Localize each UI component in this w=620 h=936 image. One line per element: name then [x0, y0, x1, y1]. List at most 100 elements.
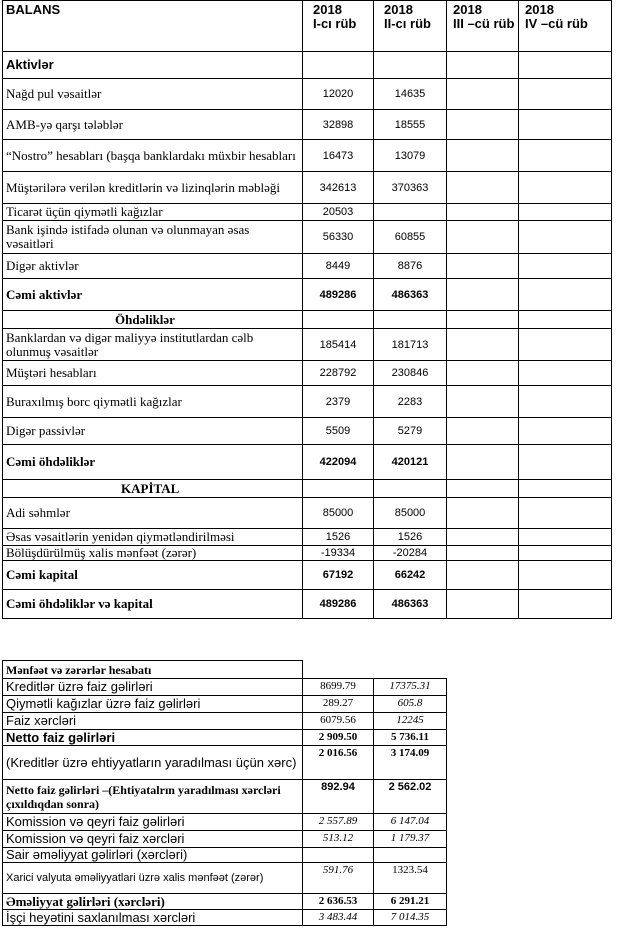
- value-cell: 13079: [373, 139, 447, 172]
- value-cell: [518, 171, 612, 204]
- row-label: Sair əməliyyat gəlirləri (xərcləri): [2, 847, 303, 863]
- value-cell: 8449: [302, 253, 374, 279]
- value-cell: [446, 203, 519, 221]
- value-cell: [373, 51, 447, 79]
- value-cell: [518, 528, 612, 546]
- value-cell: [518, 203, 612, 221]
- row-label: Digər passivlər: [2, 417, 303, 445]
- value-cell: 2283: [373, 385, 447, 418]
- income-row: Netto faiz gəlirləri 2 909.50 5 736.11: [2, 729, 447, 746]
- header-label: BALANS: [2, 0, 303, 52]
- value-cell: 56330: [302, 220, 374, 254]
- row-label: Əməliyyat gəlirləri (xərcləri): [2, 893, 303, 910]
- value-cell: 181713: [373, 328, 447, 361]
- row-label: Ticarət üçün qiymətli kağızlar: [2, 203, 303, 221]
- balance-row: Buraxılmış borc qiymətli kağızlar 2379 228…: [2, 385, 612, 418]
- value-cell: [446, 278, 519, 311]
- balance-row: Adi səhmlər 85000 85000: [2, 497, 612, 529]
- value-cell: 67192: [302, 560, 374, 590]
- row-label: AMB-yə qarşı tələblər: [2, 109, 303, 140]
- value-cell: [446, 479, 519, 498]
- income-row: Netto faiz gəlirləri –(Ehtiyatalrın yara…: [2, 779, 447, 814]
- value-cell: 420121: [373, 444, 447, 480]
- value-cell: 2 562.02: [373, 779, 447, 814]
- value-cell: 2 636.53: [302, 893, 374, 910]
- value-cell: [518, 360, 612, 386]
- value-cell: 5509: [302, 417, 374, 445]
- row-label: KAPİTAL: [2, 479, 303, 498]
- value-cell: [446, 328, 519, 361]
- row-label: Cəmi öhdəliklər və kapital: [2, 589, 303, 619]
- value-cell: 17375.31: [373, 678, 447, 696]
- balance-row: Bank işində istifadə olunan və olunmayan…: [2, 220, 612, 254]
- value-cell: [518, 444, 612, 480]
- value-cell: 486363: [373, 589, 447, 619]
- value-cell: -20284: [373, 545, 447, 561]
- value-cell: 486363: [373, 278, 447, 311]
- value-cell: 2 909.50: [302, 729, 374, 746]
- row-label: Komission və qeyri faiz gəlirləri: [2, 813, 303, 831]
- balance-row: Digər aktivlər 8449 8876: [2, 253, 612, 279]
- row-label: Netto faiz gəlirləri: [2, 729, 303, 746]
- row-label: Aktivlər: [2, 51, 303, 79]
- title-row: Mənfəət və zərərlər hesabatı: [2, 660, 447, 679]
- value-cell: [302, 310, 374, 329]
- balance-row: Müştərilərə verilən kreditlərin və lizin…: [2, 171, 612, 204]
- balance-row: Digər passivlər 5509 5279: [2, 417, 612, 445]
- value-cell: 1526: [302, 528, 374, 546]
- row-label: “Nostro” hesabları (başqa banklardakı mü…: [2, 139, 303, 172]
- income-row: Komission və qeyri faiz xərcləri 513.12 1 …: [2, 830, 447, 848]
- income-row: Qiymətli kağızlar üzrə faiz gəlirləri 289…: [2, 695, 447, 713]
- value-cell: [446, 310, 519, 329]
- value-cell: [446, 78, 519, 110]
- value-cell: 591.76: [302, 862, 374, 894]
- balance-row: Müştəri hesabları 228792 230846: [2, 360, 612, 386]
- balance-row: Bölüşdürülmüş xalis mənfəət (zərər) -1933…: [2, 545, 612, 561]
- value-cell: 18555: [373, 109, 447, 140]
- value-cell: 1526: [373, 528, 447, 546]
- value-cell: [446, 417, 519, 445]
- balance-table: BALANS 2018 I-cı rüb 2018 II-cı rüb 2018 III –…: [2, 0, 612, 619]
- value-cell: 12245: [373, 712, 447, 730]
- value-cell: 5 736.11: [373, 729, 447, 746]
- value-cell: [518, 220, 612, 254]
- value-cell: [446, 253, 519, 279]
- value-cell: 1 179.37: [373, 830, 447, 848]
- value-cell: [373, 310, 447, 329]
- value-cell: [446, 497, 519, 529]
- value-cell: [518, 253, 612, 279]
- value-cell: [446, 220, 519, 254]
- balance-row: Əsas vəsaitlərin yenidən qiymətləndirilm…: [2, 528, 612, 546]
- value-cell: [518, 497, 612, 529]
- value-cell: [518, 51, 612, 79]
- value-cell: 2379: [302, 385, 374, 418]
- value-cell: [446, 444, 519, 480]
- balance-row: Banklardan və digər maliyyə institutlard…: [2, 328, 612, 361]
- income-row: Kreditlər üzrə faiz gəlirləri 8699.79 1737…: [2, 678, 447, 696]
- row-label: Qiymətli kağızlar üzrə faiz gəlirləri: [2, 695, 303, 713]
- value-cell: [446, 360, 519, 386]
- value-cell: 85000: [373, 497, 447, 529]
- value-cell: 7 014.35: [373, 909, 447, 926]
- row-label: Nağd pul vəsaitlər: [2, 78, 303, 110]
- value-cell: [446, 109, 519, 140]
- balance-row: Aktivlər: [2, 51, 612, 79]
- header-year: 2018: [313, 2, 342, 17]
- header-year: 2018: [453, 2, 482, 17]
- value-cell: [518, 328, 612, 361]
- row-label: Müştərilərə verilən kreditlərin və lizin…: [2, 171, 303, 204]
- row-label: Cəmi aktivlər: [2, 278, 303, 311]
- row-label: Əsas vəsaitlərin yenidən qiymətləndirilm…: [2, 528, 303, 546]
- row-label: Banklardan və digər maliyyə institutlard…: [2, 328, 303, 361]
- value-cell: 422094: [302, 444, 374, 480]
- value-cell: [446, 589, 519, 619]
- income-row: Komission və qeyri faiz gəlirləri 2 557.8…: [2, 813, 447, 831]
- value-cell: [373, 203, 447, 221]
- value-cell: [373, 847, 447, 863]
- balance-row: Cəmi aktivlər 489286 486363: [2, 278, 612, 311]
- balance-row: Öhdəliklər: [2, 310, 612, 329]
- income-row: Əməliyyat gəlirləri (xərcləri) 2 636.53 6 …: [2, 893, 447, 910]
- value-cell: [446, 51, 519, 79]
- value-cell: 6079.56: [302, 712, 374, 730]
